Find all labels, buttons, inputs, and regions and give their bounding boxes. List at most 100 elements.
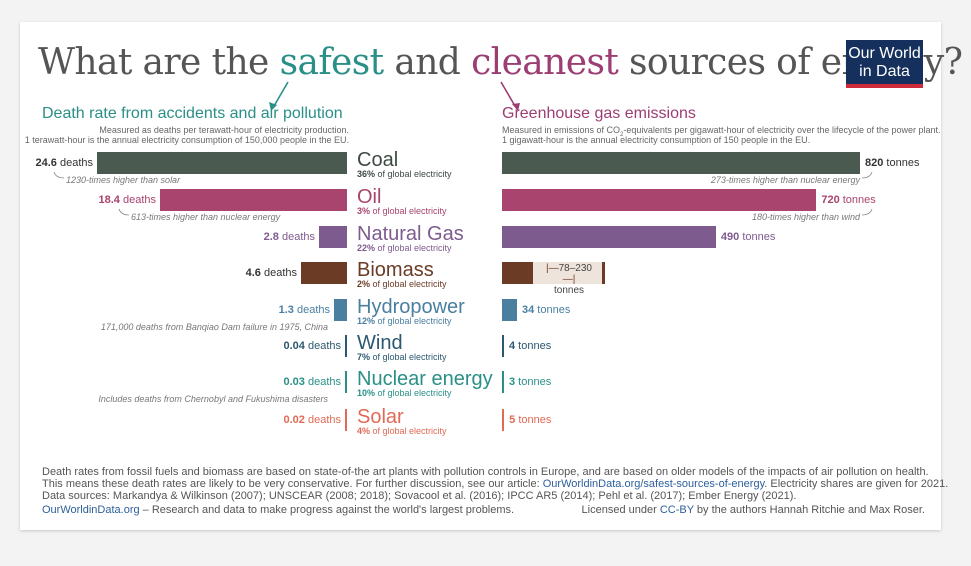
ghg-value-number: 5 [509,414,516,426]
ghg-value-oil: 720 tonnes [821,193,875,207]
source-name-oil: Oil [357,186,382,208]
ghg-value-hydropower: 34 tonnes [522,303,570,317]
death-bar-hydropower [334,299,347,321]
ghg-value-number: 34 [522,304,535,316]
death-value-number: 2.8 [263,231,279,243]
death-value-wind: 0.04 deaths [283,339,341,353]
death-value-unit: deaths [304,340,341,352]
footer-note-2: This means these death rates are likely … [42,478,949,490]
death-value-unit: deaths [119,194,157,206]
share-value: 4% [357,426,371,436]
death-bar-natural-gas [319,226,347,248]
death-value-coal: 24.6 deaths [35,156,93,170]
death-value-hydropower: 1.3 deaths [279,303,330,317]
ghg-value-number: 4 [509,340,516,352]
safest-arrow [273,81,289,107]
source-name-hydropower: Hydropower [357,296,465,318]
death-value-biomass: 4.6 deaths [246,266,297,280]
share-suffix: of global electricity [370,279,447,289]
death-value-unit: deaths [56,157,93,169]
title-arrows [269,81,520,111]
ghg-bar-hydropower [502,299,517,321]
ghg-value-unit: tonnes [515,414,552,426]
owid-link[interactable]: OurWorldinData.org [42,504,140,516]
source-name-nuclear-energy: Nuclear energy [357,368,493,390]
owid-logo[interactable]: Our World in Data [846,40,923,88]
oil-ghg-hook [861,208,873,216]
ghg-value-unit: tonnes [534,304,571,316]
death-bar-oil [160,189,347,211]
cc-by-link[interactable]: CC-BY [659,504,694,516]
right-section-subtitle: Measured in emissions of CO2-equivalents… [502,125,941,138]
ghg-bar-wind [502,335,504,357]
share-suffix: of global electricity [375,169,452,179]
source-name-coal: Coal [357,149,399,171]
share-value: 7% [357,352,371,362]
share-value: 3% [357,206,371,216]
share-suffix: of global electricity [370,352,447,362]
source-name-biomass: Biomass [357,259,434,281]
source-name-natural-gas: Natural Gas [357,223,464,245]
source-share-oil: 3% of global electricity [357,206,447,216]
ghg-value-number: 3 [509,376,516,388]
coal-ghg-hook [861,171,873,179]
death-bar-wind [345,335,347,357]
death-value-number: 1.3 [278,304,294,316]
share-suffix: of global electricity [370,426,447,436]
ghg-value-unit: tonnes [739,231,776,243]
ghg-range-biomass [532,262,602,284]
left-section-subtitle-2: 1 terawatt-hour is the annual electricit… [24,135,349,145]
share-value: 10% [357,388,376,398]
ghg-value-wind: 4 tonnes [509,339,551,353]
death-value-unit: deaths [278,231,315,243]
footer-tagline: OurWorldinData.org – Research and data t… [42,504,515,516]
ghg-range-cap [602,262,605,284]
ghg-bar-oil [502,189,817,211]
range-values: |—78–230—| [546,263,592,285]
ghg-bar-coal [502,152,860,174]
share-value: 22% [357,243,376,253]
page-title: What are the safest and cleanest sources… [38,42,963,83]
death-note-nuclear-energy: Includes deaths from Chernobyl and Fukus… [98,394,328,404]
coal-death-hook [53,171,65,179]
oil-death-hook [118,208,130,216]
source-share-natural-gas: 22% of global electricity [357,243,452,253]
death-value-unit: deaths [304,414,341,426]
death-note-coal: 1230-times higher than solar [66,175,181,185]
ghg-value-number: 720 [821,194,840,206]
ghg-bar-solar [502,409,505,431]
share-value: 36% [357,169,376,179]
share-suffix: of global electricity [375,243,452,253]
death-bar-nuclear-energy [345,371,347,393]
source-share-wind: 7% of global electricity [357,352,447,362]
ghg-value-coal: 820 tonnes [865,156,919,170]
death-value-unit: deaths [260,267,297,279]
source-share-coal: 36% of global electricity [357,169,452,179]
left-section-title: Death rate from accidents and air pollut… [42,105,343,122]
ghg-note-coal: 273-times higher than nuclear energy [710,175,860,185]
death-note-hydropower: 171,000 deaths from Banqiao Dam failure … [100,322,328,332]
footer-license: Licensed under CC-BY by the authors Hann… [581,504,925,516]
source-share-nuclear-energy: 10% of global electricity [357,388,452,398]
death-bar-coal [97,152,347,174]
article-link[interactable]: OurWorldinData.org/safest-sources-of-ene… [542,478,765,490]
death-value-unit: deaths [293,304,330,316]
footer-note-1: Death rates from fossil fuels and biomas… [42,466,929,478]
ghg-value-unit: tonnes [515,376,552,388]
death-value-number: 0.03 [283,376,305,388]
chart-card: What are the safest and cleanest sources… [20,22,963,530]
footer-sources: Data sources: Markandya & Wilkinson (200… [42,490,797,502]
range-unit: tonnes [553,285,585,296]
title-cleanest-word: cleanest [471,42,619,83]
ghg-value-unit: tonnes [883,157,920,169]
ghg-bar-natural-gas [502,226,716,248]
ghg-bar-biomass [502,262,533,284]
right-section-subtitle-2: 1 gigawatt-hour is the annual electricit… [502,135,811,145]
death-value-number: 0.04 [283,340,305,352]
ghg-value-natural-gas: 490 tonnes [721,230,775,244]
source-name-wind: Wind [357,332,403,354]
ghg-bar-nuclear-energy [502,371,504,393]
share-suffix: of global electricity [375,388,452,398]
death-value-number: 24.6 [35,157,57,169]
ghg-value-nuclear-energy: 3 tonnes [509,375,551,389]
